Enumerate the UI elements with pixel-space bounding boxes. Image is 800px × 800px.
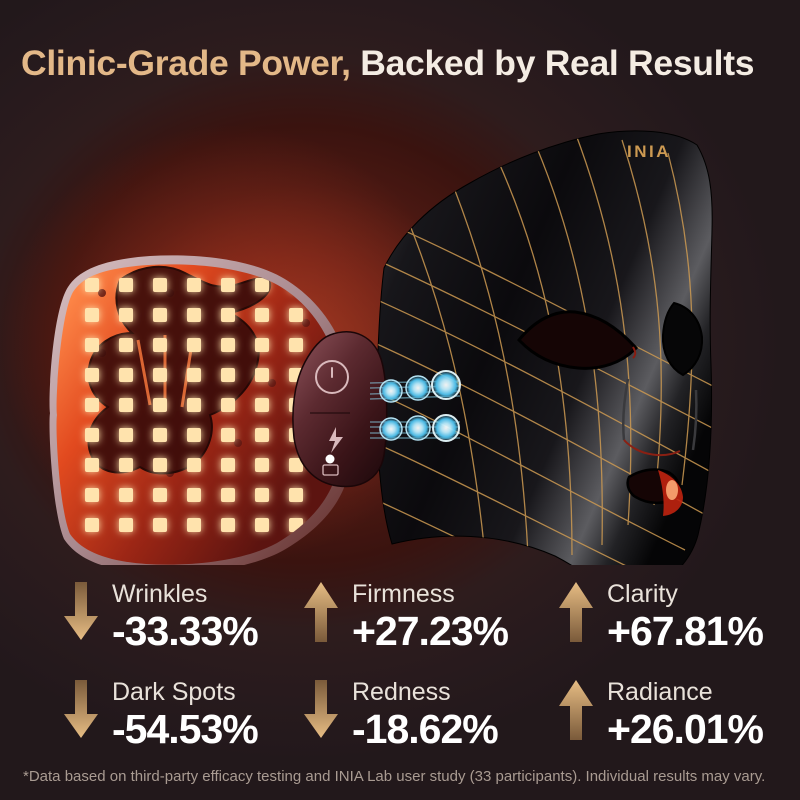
svg-text:INIA: INIA — [627, 142, 671, 161]
